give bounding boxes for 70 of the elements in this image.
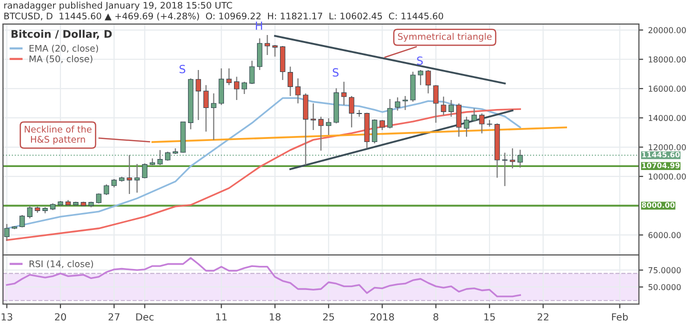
candlestick	[372, 118, 378, 144]
candlestick	[402, 95, 408, 111]
line-series	[6, 257, 521, 298]
line-series	[6, 108, 521, 241]
candlestick	[356, 109, 362, 118]
candlestick	[249, 60, 255, 85]
candlestick	[341, 81, 347, 106]
candlestick	[418, 69, 424, 86]
candlestick	[203, 84, 209, 132]
candlestick	[142, 162, 148, 179]
candlestick	[318, 116, 324, 152]
candlestick	[257, 38, 262, 71]
candlestick	[387, 98, 393, 129]
legend-label: RSI (14, close)	[30, 260, 94, 268]
annotation: Neckline of the H&S pattern	[24, 126, 92, 144]
candlestick	[134, 163, 140, 194]
y-tick-label: 12000.00	[648, 144, 686, 150]
text: Bitcoin / Dollar, D	[12, 30, 112, 40]
candlestick	[27, 205, 32, 219]
x-tick-label: 22	[538, 313, 548, 320]
candlestick	[440, 96, 446, 116]
candlestick	[310, 102, 316, 131]
legend-label: EMA (20, close)	[30, 44, 98, 53]
x-tick-label: 2018	[370, 313, 394, 321]
candlestick	[433, 84, 439, 124]
legend-label: MA (50, close)	[30, 55, 92, 64]
y-tick-label: 18000.00	[648, 56, 686, 62]
x-tick-label: 11	[216, 313, 227, 320]
annotation: Symmetrical triangle	[398, 32, 492, 42]
candlestick	[196, 69, 202, 121]
text: ranadagger published January 19, 2018 15:50 UTC	[4, 2, 232, 10]
candlestick	[448, 99, 454, 118]
y-tick-label: 75.0000	[648, 267, 681, 274]
y-tick-label: 14000.00	[648, 114, 686, 122]
candlestick	[326, 118, 332, 136]
candlestick	[126, 154, 132, 195]
candlestick	[242, 81, 247, 95]
annotation: S	[180, 64, 186, 74]
y-tick-label: 10000.00	[648, 173, 686, 180]
x-tick-label: Feb	[612, 313, 628, 321]
candlestick	[380, 120, 385, 131]
x-tick-label: Dec	[136, 313, 154, 321]
chart-subtitle: BTCUSD, D 11445.60 ▲ +469.69 (+4.28%) O: 10969.22 H: 11821.17 L: 10602.45 C: 11445.60	[4, 12, 444, 20]
y-tick-label: 16000.00	[648, 86, 686, 92]
x-tick-label: 8	[433, 313, 438, 321]
candlestick	[394, 96, 400, 112]
x-tick-label: 18	[270, 313, 280, 321]
candlestick	[264, 34, 270, 56]
candlestick	[19, 214, 25, 228]
candlestick	[510, 148, 516, 169]
candlestick	[211, 92, 216, 141]
annotation: S	[417, 56, 423, 65]
candlestick	[4, 223, 10, 242]
candlestick	[348, 95, 354, 128]
candlestick	[288, 66, 293, 97]
x-tick-label: 20	[54, 313, 66, 321]
candlestick	[104, 184, 110, 196]
x-tick-label: 27	[108, 313, 120, 320]
candlestick	[226, 68, 232, 86]
x-tick-label: 13	[2, 313, 12, 321]
annotation: S	[332, 68, 339, 77]
candlestick	[295, 78, 301, 104]
x-tick-label: 25	[323, 313, 334, 321]
candlestick	[479, 112, 485, 134]
y-tick-label: 20000.00	[648, 27, 686, 34]
y-tick-label: 50.0000	[648, 284, 681, 290]
candlestick	[464, 116, 470, 138]
candlestick	[234, 76, 240, 101]
x-tick-label: 15	[484, 313, 495, 321]
y-tick-label: 6000.00	[648, 232, 681, 238]
